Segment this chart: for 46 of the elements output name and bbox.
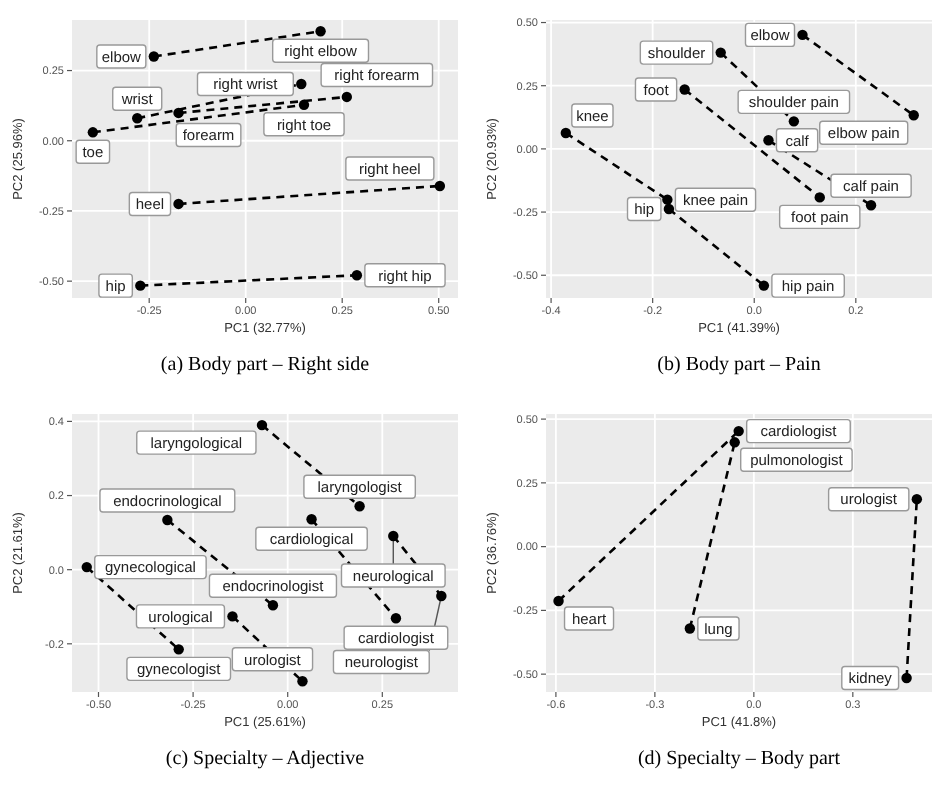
point — [388, 530, 399, 542]
point — [715, 47, 726, 58]
point — [763, 135, 774, 146]
text: (d) Specialty – Body part — [637, 748, 841, 770]
point — [729, 437, 740, 448]
point — [911, 493, 923, 505]
point — [297, 676, 308, 687]
point — [256, 419, 268, 431]
point — [901, 672, 912, 684]
point — [390, 613, 402, 624]
point — [306, 514, 317, 525]
point — [679, 84, 690, 95]
text: (a) Body part – Right side — [160, 354, 371, 376]
point — [298, 99, 310, 110]
point — [797, 29, 808, 41]
point — [758, 280, 770, 291]
point — [173, 644, 184, 655]
point — [162, 514, 173, 526]
point — [173, 198, 184, 210]
point — [684, 623, 696, 634]
point — [148, 51, 160, 62]
point — [354, 501, 365, 512]
point — [733, 425, 744, 437]
point — [135, 280, 146, 291]
point — [351, 270, 363, 281]
point — [663, 203, 675, 215]
point — [908, 110, 919, 121]
point — [814, 192, 825, 203]
point — [173, 107, 184, 119]
point — [553, 595, 564, 607]
point — [436, 590, 447, 602]
point — [865, 200, 877, 211]
point — [315, 26, 326, 37]
text: (c) Specialty – Adjective — [165, 748, 366, 770]
point — [227, 611, 238, 622]
point — [434, 180, 446, 192]
point — [132, 113, 143, 124]
point — [267, 600, 279, 611]
point — [341, 91, 353, 103]
point — [296, 78, 307, 90]
point — [560, 127, 572, 139]
text: (b) Body part – Pain — [657, 354, 821, 376]
point — [662, 194, 673, 205]
point — [81, 561, 92, 573]
point — [788, 116, 800, 127]
point — [87, 127, 99, 138]
